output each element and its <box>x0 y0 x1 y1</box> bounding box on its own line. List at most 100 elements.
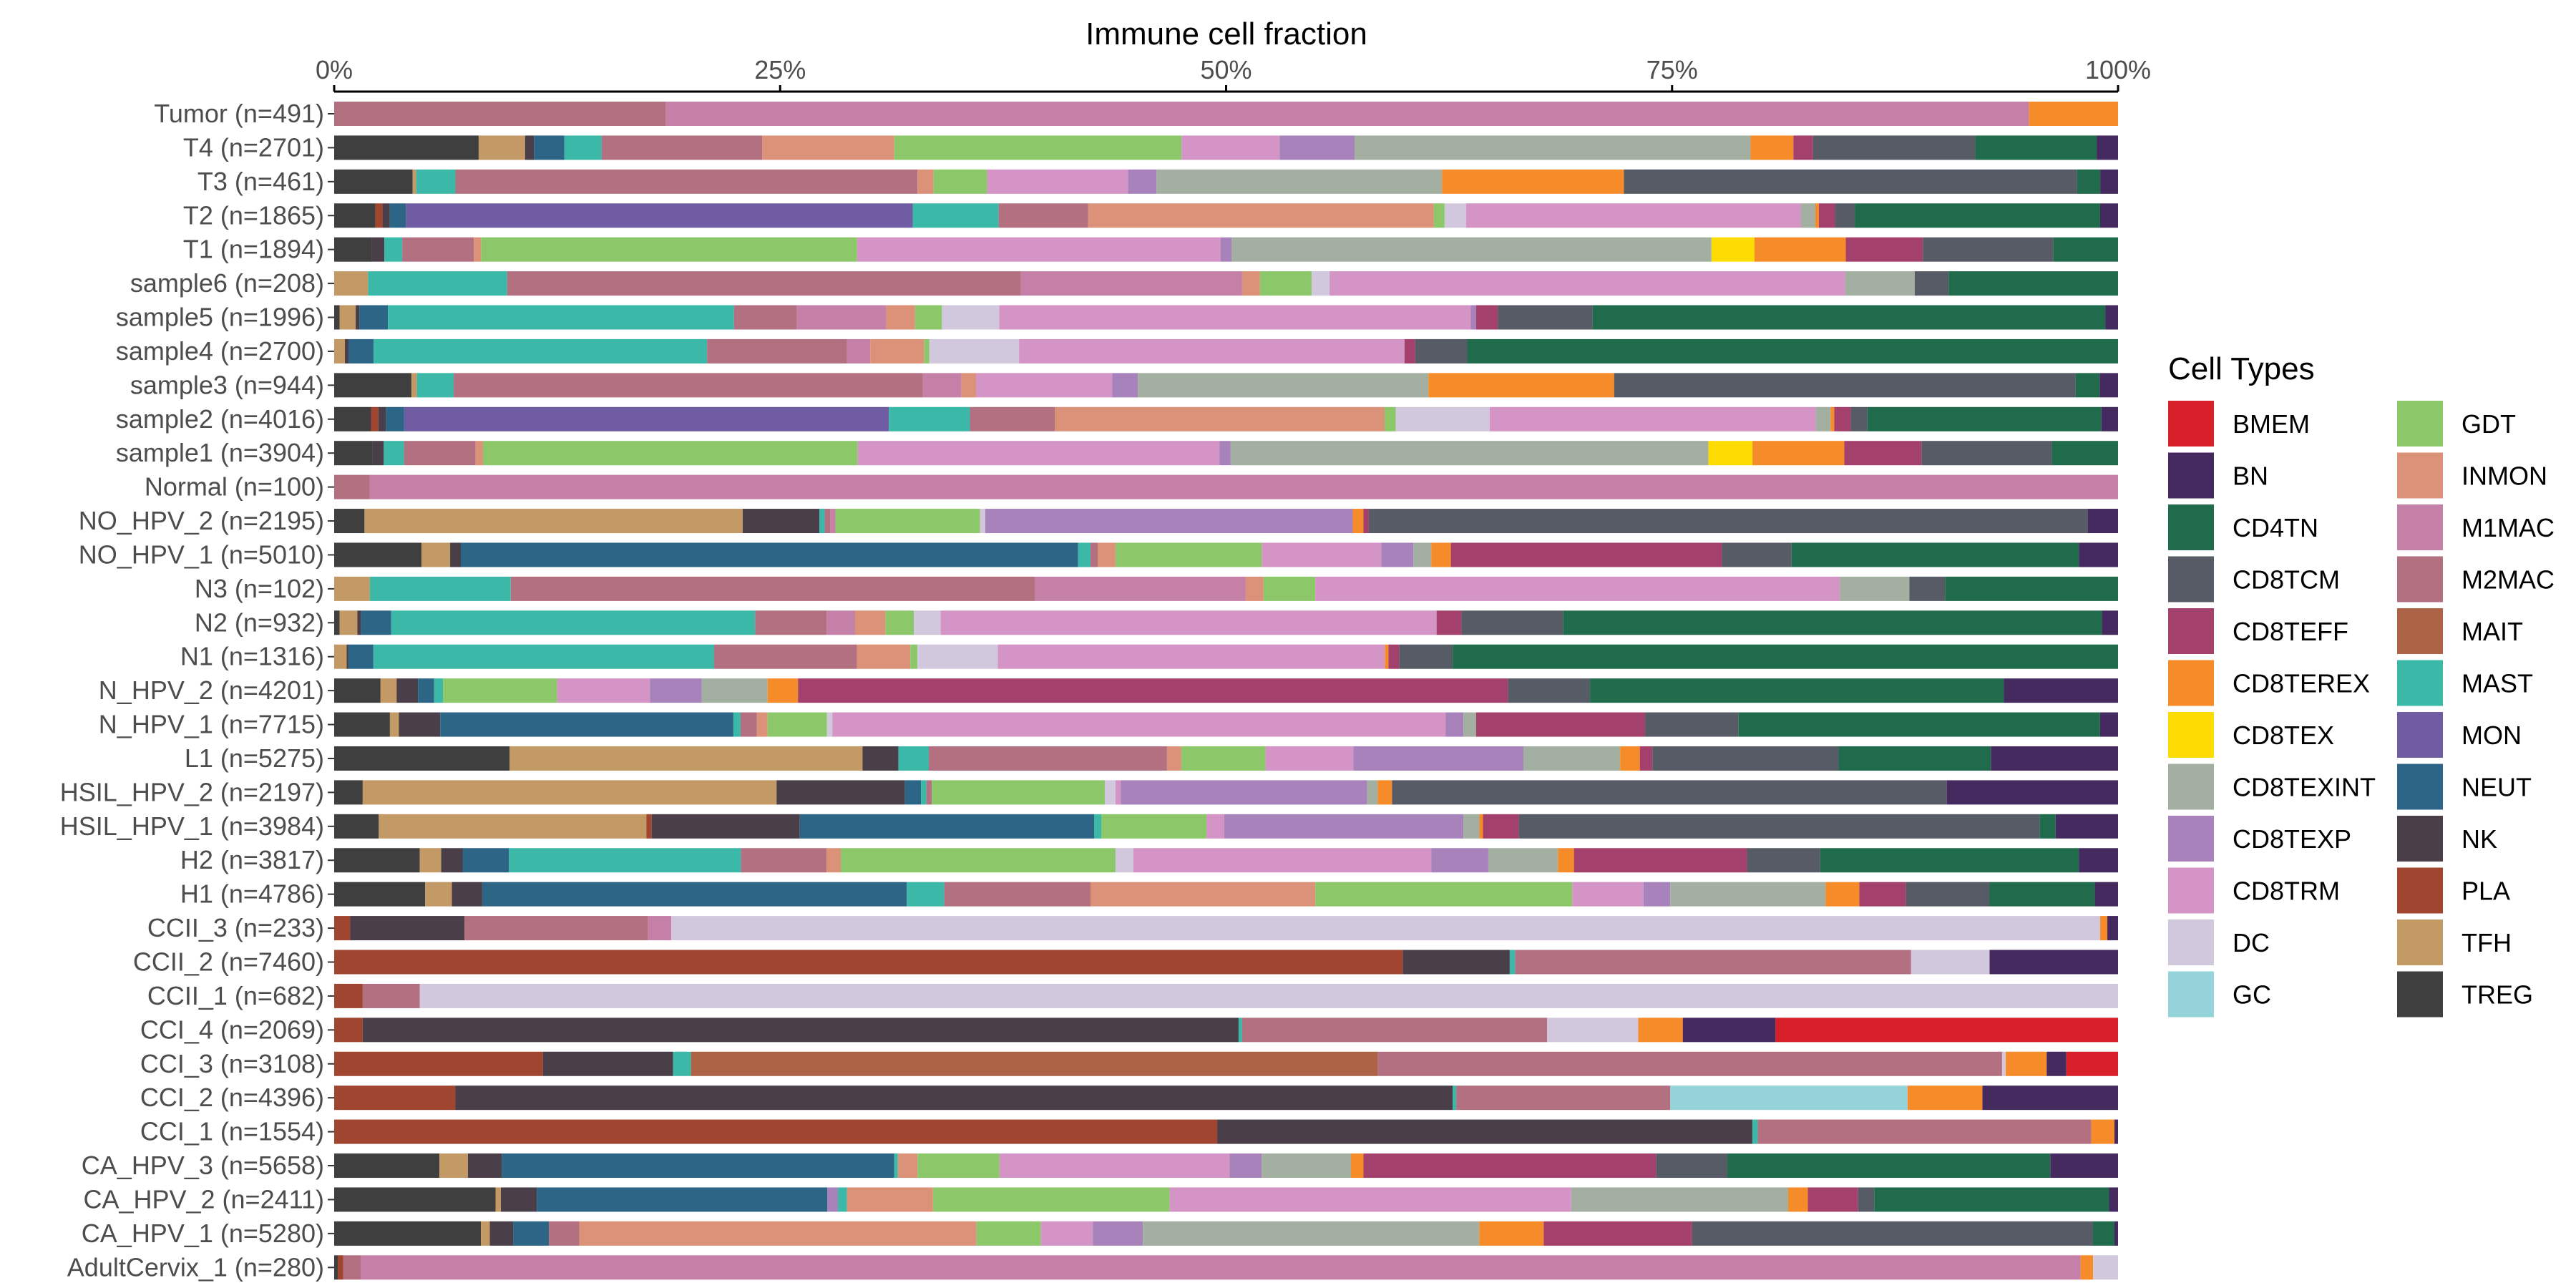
bar-segment-treg: TREG <box>334 848 420 873</box>
y-tick-label: HSIL_HPV_2 (n=2197) <box>60 777 324 806</box>
bar-segment-gdt: GDT <box>443 678 557 703</box>
legend-item-pla: PLA <box>2397 867 2510 914</box>
bar-segment-m2mac: M2MAC <box>1377 1051 2002 1076</box>
bar-segment-m1mac: M1MAC <box>922 373 962 398</box>
x-tick-label: 25% <box>754 55 806 84</box>
bar-segment-nk: NK <box>1402 950 1510 975</box>
bar-segment-inmon: INMON <box>579 1221 977 1246</box>
legend-item-m1mac: M1MAC <box>2397 504 2555 550</box>
bar-segment-dc: DC <box>671 916 2101 941</box>
bar-segment-cd8texp: CD8TEXP <box>827 1187 839 1212</box>
bar-segment-cd8trm: CD8TRM <box>1169 1187 1571 1212</box>
bar-segment-inmon: INMON <box>1245 576 1264 601</box>
bar-segment-nk: NK <box>1217 1119 1752 1144</box>
bar-segment-m1mac: M1MAC <box>665 102 2029 126</box>
legend-swatch <box>2168 556 2214 602</box>
bar-segment-treg: TREG <box>334 135 479 160</box>
bar-segment-gdt: GDT <box>1181 746 1266 771</box>
y-tick-label: AdultCervix_1 (n=280) <box>67 1252 324 1282</box>
bar-row: TREGTFHNKMASTM2MACINMONGDTCD8TRMCD8TEXPC… <box>334 746 2118 771</box>
bar-segment-gdt: GDT <box>933 169 987 194</box>
y-tick-label: T1 (n=1894) <box>183 235 324 264</box>
legend-item-nk: NK <box>2397 816 2497 862</box>
bar-segment-cd8terex: CD8TEREX <box>1377 780 1392 805</box>
bar-segment-cd8trm: CD8TRM <box>1019 338 1405 364</box>
bar-segment-bn: BN <box>2114 1119 2118 1144</box>
bar-segment-m2mac: M2MAC <box>1515 950 1911 975</box>
bar-segment-cd4tn: CD4TN <box>1467 338 2118 364</box>
y-tick-label: T2 (n=1865) <box>183 200 324 230</box>
bar-segment-nk: NK <box>542 1051 673 1076</box>
bar-segment-nk: NK <box>452 882 482 907</box>
bar-segment-pla: PLA <box>337 1255 343 1280</box>
bar-segment-bn: BN <box>2105 305 2118 330</box>
bar-segment-tfh: TFH <box>421 542 451 567</box>
bar-segment-m2mac: M2MAC <box>334 474 370 499</box>
bar-segment-inmon: INMON <box>870 338 924 364</box>
bar-segment-gdt: GDT <box>914 305 942 330</box>
bar-segment-m2mac: M2MAC <box>926 780 932 805</box>
bar-row: TREGTFHNKNEUTMASTM2MACM1MACINMONGDTDCCD8… <box>334 305 2118 330</box>
bar-segment-m2mac: M2MAC <box>1456 1085 1671 1111</box>
bar-segment-gdt: GDT <box>481 237 857 262</box>
bar-segment-cd8tcm: CD8TCM <box>1692 1221 2093 1246</box>
bar-segment-mast: MAST <box>434 678 444 703</box>
bar-segment-inmon: INMON <box>897 1153 918 1179</box>
bar-row: TREGTFHMASTM2MACINMONGDTCD8TRMCD8TEXPCD8… <box>334 169 2118 194</box>
legend-swatch <box>2397 971 2443 1018</box>
bar-segment-cd8trm: CD8TRM <box>857 237 1221 262</box>
bar-segment-treg: TREG <box>334 441 373 466</box>
bar-row: TREGTFHNKNEUTMASTM2MACINMONGDTCD8TRMCD8T… <box>334 882 2118 907</box>
y-tick-label: CA_HPV_1 (n=5280) <box>82 1219 324 1248</box>
bar-segment-bn: BN <box>2109 1187 2118 1212</box>
bar-segment-pla: PLA <box>334 983 363 1008</box>
bar-segment-cd8texint: CD8TEXINT <box>1156 169 1443 194</box>
bar-segment-tfh: TFH <box>411 373 417 398</box>
bar-segment-bn: BN <box>2097 135 2118 160</box>
bar-segment-pla: PLA <box>371 406 379 431</box>
y-tick-label: T3 (n=461) <box>197 167 324 196</box>
bar-segment-cd8tcm: CD8TCM <box>1392 780 1947 805</box>
bar-segment-gdt: GDT <box>1101 814 1207 839</box>
bar-segment-m2mac: M2MAC <box>601 135 763 160</box>
bar-row: TREGTFHMASTM2MACM1MACINMONCD8TRMCD8TEXPC… <box>334 373 2118 398</box>
bar-segment-cd8terex: CD8TEREX <box>1825 882 1860 907</box>
legend-item-mait: MAIT <box>2397 608 2523 654</box>
bar-segment-cd8teff: CD8TEFF <box>1543 1221 1692 1246</box>
bar-segment-pla: PLA <box>334 1018 363 1043</box>
legend-swatch <box>2397 919 2443 965</box>
bar-segment-cd8texint: CD8TEXINT <box>1463 814 1480 839</box>
bar-row: PLANKMASTM2MACDCBN <box>334 950 2118 975</box>
bar-segment-m2mac: M2MAC <box>1241 1018 1548 1043</box>
chart-title: Immune cell fraction <box>1085 16 1367 52</box>
bar-segment-cd8terex: CD8TEREX <box>2091 1119 2115 1144</box>
bar-segment-tfh: TFH <box>339 610 358 635</box>
bar-segment-bn: BN <box>2099 203 2118 228</box>
bar-segment-cd4tn: CD4TN <box>1820 848 2079 873</box>
bar-segment-cd8terex: CD8TEREX <box>1750 135 1794 160</box>
bar-segment-bn: BN <box>2055 814 2118 839</box>
bar-segment-cd4tn: CD4TN <box>1874 1187 2109 1212</box>
bar-segment-dc: DC <box>1444 203 1466 228</box>
bar-segment-cd8texp: CD8TEXP <box>1643 882 1671 907</box>
y-tick-label: Tumor (n=491) <box>154 99 324 128</box>
bar-segment-treg: TREG <box>334 1187 496 1212</box>
bar-segment-bn: BN <box>2050 1153 2118 1179</box>
bar-segment-nk: NK <box>356 305 360 330</box>
bar-segment-cd8texp: CD8TEXP <box>650 678 702 703</box>
bar-segment-dc: DC <box>942 305 1000 330</box>
legend-label: TFH <box>2462 928 2512 957</box>
legend-label: M2MAC <box>2462 565 2555 595</box>
y-tick-label: CCI_3 (n=3108) <box>140 1049 324 1078</box>
bar-segment-neut: NEUT <box>502 1153 894 1179</box>
bar-segment-neut: NEUT <box>359 305 389 330</box>
bar-segment-tfh: TFH <box>478 135 525 160</box>
bar-segment-cd8tcm: CD8TCM <box>1498 305 1593 330</box>
y-tick-label: N_HPV_2 (n=4201) <box>99 675 324 705</box>
bar-segment-mast: MAST <box>509 848 741 873</box>
bar-segment-mast: MAST <box>894 1153 898 1179</box>
bar-segment-cd8texp: CD8TEXP <box>1128 169 1157 194</box>
bar-segment-dc: DC <box>1911 950 1990 975</box>
bar-segment-tfh: TFH <box>389 712 399 737</box>
bar-segment-cd8terex: CD8TEREX <box>1907 1085 1983 1111</box>
